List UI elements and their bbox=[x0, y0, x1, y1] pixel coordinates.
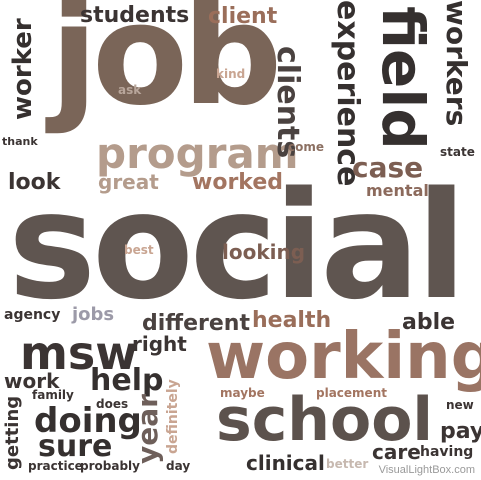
word-come: come bbox=[288, 140, 324, 154]
word-worked: worked bbox=[192, 170, 283, 195]
word-health: health bbox=[252, 308, 332, 333]
word-field: field bbox=[369, 6, 437, 150]
word-workers: workers bbox=[440, 0, 473, 127]
word-better: better bbox=[326, 457, 369, 471]
word-new: new bbox=[446, 398, 474, 412]
word-doing: doing bbox=[34, 401, 142, 441]
word-pay: pay bbox=[440, 419, 481, 444]
word-ask: ask bbox=[118, 83, 142, 97]
word-family: family bbox=[32, 388, 74, 402]
word-having: having bbox=[420, 444, 474, 460]
word-jobs: jobs bbox=[72, 304, 115, 325]
word-right: right bbox=[132, 332, 187, 356]
word-social: social bbox=[8, 160, 467, 332]
word-able: able bbox=[402, 310, 456, 335]
word-year: year bbox=[131, 394, 164, 464]
word-thank: thank bbox=[2, 135, 38, 148]
word-school: school bbox=[216, 385, 434, 455]
word-great: great bbox=[98, 170, 159, 194]
watermark: VisualLightBox.com bbox=[378, 464, 475, 476]
word-kind: kind bbox=[216, 67, 246, 81]
word-look: look bbox=[8, 170, 61, 195]
word-program: program bbox=[96, 129, 299, 178]
word-looking: looking bbox=[222, 240, 306, 264]
word-best: best bbox=[124, 243, 154, 257]
word-work: work bbox=[4, 369, 60, 393]
word-does: does bbox=[96, 397, 129, 411]
word-state: state bbox=[440, 145, 475, 159]
word-day: day bbox=[166, 459, 191, 473]
word-working: working bbox=[206, 320, 481, 394]
word-agency: agency bbox=[4, 307, 61, 323]
word-sure: sure bbox=[38, 429, 113, 464]
word-clinical: clinical bbox=[246, 451, 325, 475]
word-mental: mental bbox=[366, 181, 429, 200]
word-worker: worker bbox=[8, 18, 38, 120]
word-msw: msw bbox=[20, 326, 138, 380]
word-client: client bbox=[208, 4, 278, 29]
word-placement: placement bbox=[316, 386, 387, 400]
word-maybe: maybe bbox=[220, 386, 265, 400]
word-case: case bbox=[352, 151, 424, 184]
word-different: different bbox=[142, 311, 250, 336]
word-students: students bbox=[80, 3, 190, 28]
word-probably: probably bbox=[80, 459, 140, 473]
word-job: job bbox=[50, 0, 282, 137]
word-care: care bbox=[372, 440, 421, 464]
word-help: help bbox=[90, 363, 164, 398]
word-definitely: definitely bbox=[165, 379, 181, 454]
word-getting: getting bbox=[2, 395, 23, 470]
word-practice: practice bbox=[28, 459, 83, 473]
